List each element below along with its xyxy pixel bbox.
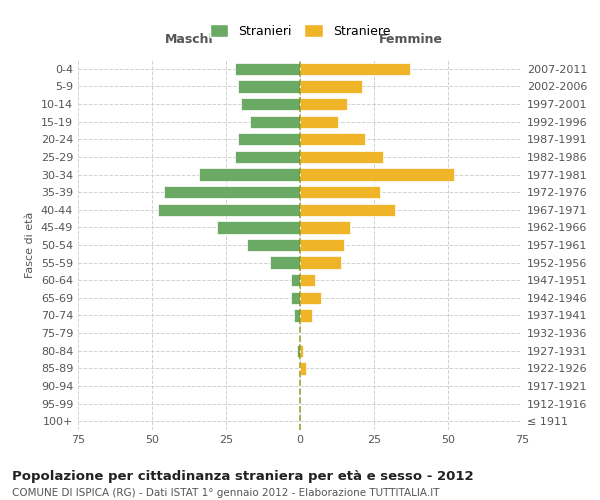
Bar [300, 344, 303, 357]
Bar [199, 168, 300, 180]
Bar [300, 204, 395, 216]
Bar [300, 116, 338, 128]
Bar [271, 256, 300, 269]
Text: Femmine: Femmine [379, 33, 443, 46]
Bar [235, 150, 300, 163]
Bar [300, 133, 365, 145]
Text: Popolazione per cittadinanza straniera per età e sesso - 2012: Popolazione per cittadinanza straniera p… [12, 470, 473, 483]
Bar [300, 239, 344, 251]
Bar [300, 221, 350, 234]
Bar [250, 116, 300, 128]
Bar [164, 186, 300, 198]
Bar [300, 80, 362, 92]
Bar [300, 274, 315, 286]
Bar [300, 168, 454, 180]
Bar [158, 204, 300, 216]
Legend: Stranieri, Straniere: Stranieri, Straniere [203, 18, 397, 44]
Bar [247, 239, 300, 251]
Bar [300, 186, 380, 198]
Bar [297, 344, 300, 357]
Text: COMUNE DI ISPICA (RG) - Dati ISTAT 1° gennaio 2012 - Elaborazione TUTTITALIA.IT: COMUNE DI ISPICA (RG) - Dati ISTAT 1° ge… [12, 488, 439, 498]
Bar [217, 221, 300, 234]
Bar [291, 292, 300, 304]
Bar [300, 150, 383, 163]
Bar [294, 310, 300, 322]
Bar [300, 256, 341, 269]
Bar [300, 98, 347, 110]
Bar [238, 133, 300, 145]
Bar [291, 274, 300, 286]
Bar [300, 62, 410, 75]
Bar [300, 292, 321, 304]
Text: Maschi: Maschi [164, 33, 214, 46]
Y-axis label: Fasce di età: Fasce di età [25, 212, 35, 278]
Y-axis label: Anni di nascita: Anni di nascita [597, 204, 600, 286]
Bar [241, 98, 300, 110]
Bar [238, 80, 300, 92]
Bar [300, 362, 306, 374]
Bar [235, 62, 300, 75]
Bar [300, 310, 312, 322]
